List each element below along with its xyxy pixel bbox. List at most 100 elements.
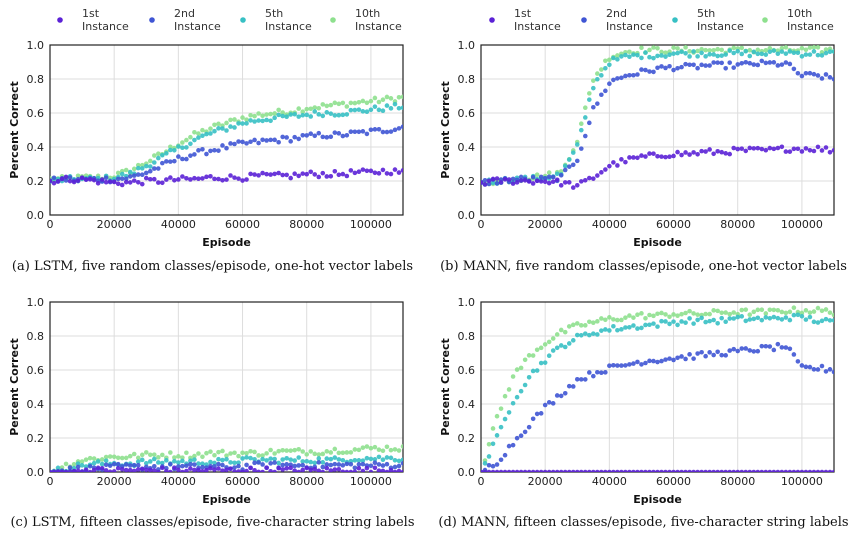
data-point (376, 126, 382, 132)
data-point (591, 78, 596, 83)
data-point (244, 450, 249, 456)
data-point (735, 62, 741, 67)
data-point (284, 114, 289, 120)
data-point (208, 131, 213, 136)
data-point (587, 91, 592, 96)
data-point (176, 464, 181, 469)
data-point (647, 54, 652, 60)
data-point (336, 462, 342, 467)
data-point (160, 152, 165, 158)
data-point (667, 63, 672, 69)
data-point (143, 467, 149, 472)
data-point (530, 353, 536, 358)
data-point (376, 454, 382, 460)
data-point (655, 311, 660, 317)
data-point (87, 463, 93, 469)
data-point (534, 469, 540, 472)
data-point (619, 327, 624, 332)
data-point (771, 347, 777, 353)
data-point (815, 73, 821, 78)
data-point (135, 467, 141, 472)
data-point (827, 367, 833, 372)
data-point (711, 317, 716, 323)
data-point (147, 459, 153, 464)
data-point (156, 155, 161, 161)
data-point (683, 50, 688, 56)
data-point (268, 172, 273, 177)
data-point (292, 134, 297, 140)
data-point (759, 51, 765, 57)
data-point (607, 469, 612, 472)
y-tick-label: 0.4 (458, 141, 476, 154)
data-point (268, 468, 273, 472)
data-point (212, 147, 217, 153)
data-point (300, 459, 306, 464)
data-point (368, 168, 374, 174)
data-point (340, 112, 346, 118)
data-point (562, 329, 568, 335)
data-point (296, 136, 302, 142)
data-point (603, 58, 608, 64)
data-point (192, 152, 197, 157)
data-point (184, 156, 189, 162)
data-point (635, 52, 640, 58)
data-point (739, 469, 745, 472)
data-point (562, 469, 568, 472)
series-4 (50, 444, 403, 472)
data-point (372, 127, 378, 132)
data-point (723, 151, 728, 156)
data-point (683, 45, 688, 50)
data-point (320, 134, 326, 140)
data-point (292, 447, 297, 453)
data-point (566, 180, 572, 185)
y-tick-label: 0.0 (27, 209, 45, 222)
chart-panel-b: 0 20000 40000 60000 80000 100000 0.0 0.2 0.4 0.6 0… (439, 7, 847, 274)
y-tick-label: 0.6 (27, 364, 45, 377)
y-axis-label: Percent Correct (439, 81, 452, 179)
data-point (783, 149, 789, 154)
data-point (827, 318, 833, 323)
x-tick-label: 40000 (592, 475, 627, 488)
data-point (55, 465, 61, 471)
data-point (807, 45, 813, 50)
data-point (554, 393, 560, 398)
data-point (578, 323, 584, 328)
data-point (723, 310, 728, 315)
data-point (240, 178, 245, 183)
data-point (151, 452, 157, 457)
data-point (811, 49, 817, 54)
data-point (224, 453, 229, 458)
data-point (623, 363, 628, 368)
data-point (320, 102, 326, 107)
data-point (803, 469, 809, 472)
series-1 (481, 469, 834, 472)
data-point (779, 144, 785, 150)
data-point (591, 320, 596, 326)
data-point (695, 312, 700, 317)
data-point (759, 146, 765, 152)
y-axis-label: Percent Correct (8, 338, 21, 436)
x-tick-label: 60000 (225, 475, 260, 488)
data-point (506, 443, 512, 449)
data-point (99, 465, 105, 471)
data-point (599, 469, 604, 472)
data-point (607, 57, 612, 63)
data-point (502, 177, 508, 182)
data-point (595, 76, 600, 82)
data-point (518, 178, 524, 183)
data-point (599, 170, 604, 175)
data-point (615, 327, 620, 333)
data-point (731, 316, 737, 321)
data-point (667, 52, 672, 57)
legend-label: 5th (697, 7, 715, 20)
data-point (332, 467, 338, 472)
data-point (651, 69, 656, 75)
data-point (352, 170, 358, 176)
data-point (558, 183, 564, 188)
data-point (83, 177, 89, 183)
data-point (312, 466, 318, 472)
data-points (50, 94, 403, 188)
data-point (562, 163, 568, 169)
data-point (168, 175, 173, 180)
